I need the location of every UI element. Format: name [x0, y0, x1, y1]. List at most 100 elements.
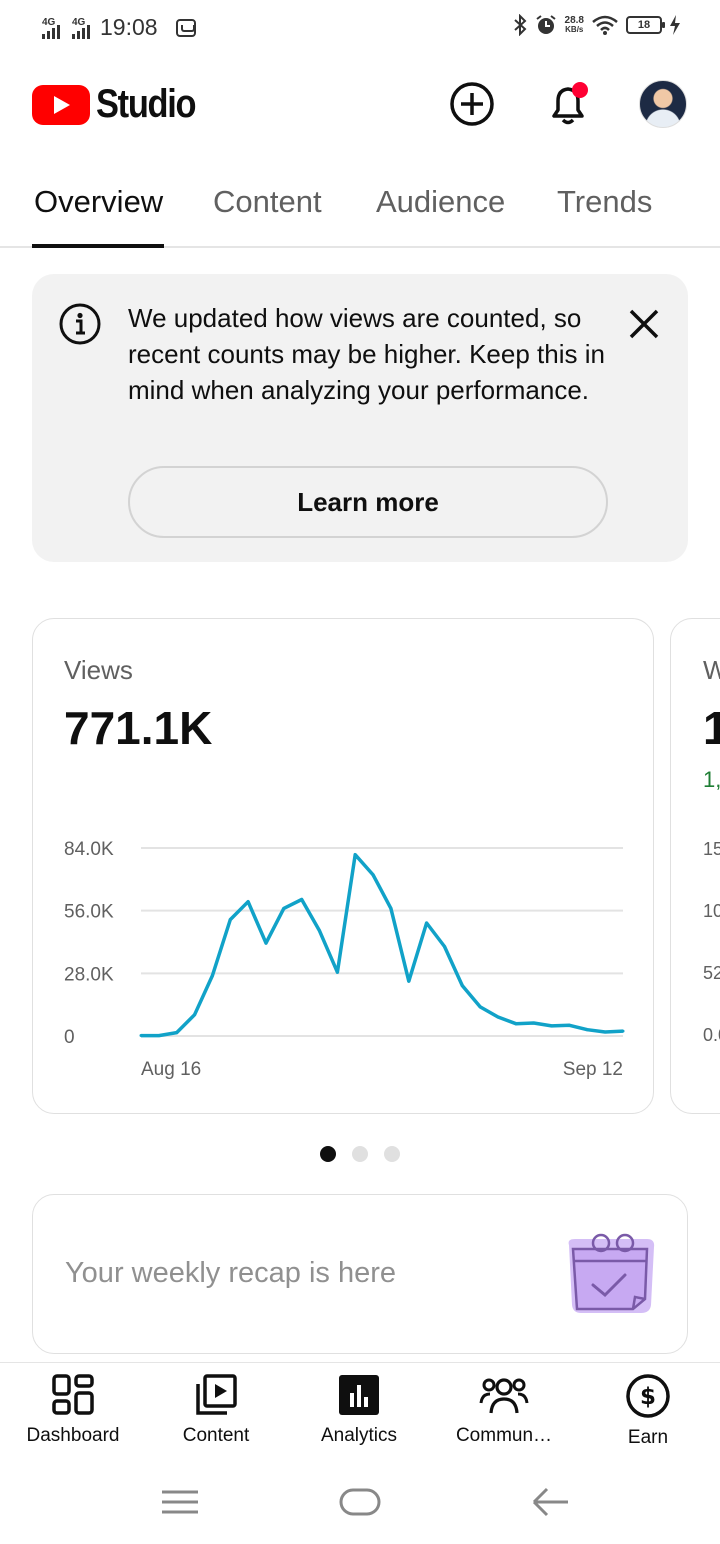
carousel-dot[interactable] — [384, 1146, 400, 1162]
carousel-dot[interactable] — [320, 1146, 336, 1162]
tab-bar: Overview Content Audience Trends — [0, 172, 720, 248]
data-point — [442, 944, 446, 948]
learn-more-button[interactable]: Learn more — [128, 466, 608, 538]
calendar-check-icon — [568, 1233, 655, 1313]
data-point — [532, 1021, 536, 1025]
analytics-icon — [339, 1375, 379, 1415]
message-notification-icon — [175, 18, 196, 37]
back-icon[interactable] — [530, 1482, 570, 1522]
status-bar: 4G 4G 19:08 28.8 KB/s 18 — [0, 0, 720, 58]
x-end-label: Sep 12 — [563, 1059, 623, 1080]
data-point — [282, 906, 286, 910]
nav-community[interactable]: Commun… — [434, 1373, 574, 1447]
data-point — [514, 1022, 518, 1026]
data-point — [353, 853, 357, 857]
community-icon — [479, 1378, 529, 1414]
charging-icon — [670, 15, 680, 35]
data-point — [139, 1034, 143, 1038]
info-icon — [59, 303, 101, 345]
data-point — [264, 941, 268, 945]
data-point — [246, 900, 250, 904]
youtube-studio-logo[interactable]: Studio — [32, 82, 211, 127]
signal-2-icon: 4G — [72, 17, 90, 39]
data-point — [300, 897, 304, 901]
bell-icon — [552, 82, 588, 125]
home-icon[interactable] — [338, 1482, 382, 1522]
data-point — [567, 1023, 571, 1027]
data-point — [460, 984, 464, 988]
data-point — [425, 921, 429, 925]
data-point — [585, 1028, 589, 1032]
next-stat-card[interactable]: W 1 1, 15 10 52 0.0 — [670, 618, 720, 1114]
stat-value: 771.1K — [64, 702, 213, 754]
data-point — [318, 929, 322, 933]
nav-label: Dashboard — [26, 1425, 120, 1446]
nav-label: Earn — [627, 1427, 669, 1448]
notifications-button[interactable] — [542, 78, 594, 130]
recap-text: Your weekly recap is here — [65, 1257, 396, 1289]
y-tick-label: 28.0K — [64, 964, 114, 985]
battery-icon: 18 — [626, 16, 665, 34]
active-tab-indicator — [32, 244, 164, 248]
nav-content[interactable]: Content — [146, 1373, 286, 1447]
app-header: Studio — [0, 72, 720, 138]
y-tick-label: 56.0K — [64, 902, 114, 923]
views-count-notice: We updated how views are counted, so rec… — [32, 274, 688, 562]
bottom-navigation: Dashboard Content Analytics Commun… $ Ea… — [0, 1362, 720, 1458]
data-point — [228, 918, 232, 922]
status-time: 19:08 — [100, 14, 158, 40]
nav-earn[interactable]: $ Earn — [578, 1373, 718, 1449]
close-icon[interactable] — [624, 304, 664, 344]
nav-label: Commun… — [455, 1425, 553, 1446]
svg-text:$: $ — [640, 1384, 656, 1410]
data-point — [210, 974, 214, 978]
data-point — [193, 1013, 197, 1017]
earn-icon: $ — [626, 1374, 670, 1418]
notice-message: We updated how views are counted, so rec… — [128, 303, 605, 405]
data-point — [389, 906, 393, 910]
next-tick-label: 15 — [703, 839, 720, 859]
y-tick-label: 0 — [64, 1027, 75, 1048]
tab-content[interactable]: Content — [213, 184, 322, 219]
next-stat-value: 1 — [703, 701, 720, 755]
dashboard-icon — [52, 1374, 94, 1415]
nav-label: Content — [182, 1425, 250, 1446]
views-line-chart: 84.0K 56.0K 28.0K 0 Aug 16 Sep 12 — [64, 839, 625, 1080]
next-tick-label: 52 — [703, 963, 720, 983]
y-tick-label: 84.0K — [64, 839, 114, 860]
create-button[interactable] — [446, 78, 498, 130]
views-series-line — [141, 852, 624, 1038]
nav-analytics[interactable]: Analytics — [289, 1373, 429, 1447]
data-point — [478, 1005, 482, 1009]
data-point — [496, 1015, 500, 1019]
tab-trends[interactable]: Trends — [557, 184, 653, 219]
nav-dashboard[interactable]: Dashboard — [3, 1373, 143, 1447]
next-stat-delta: 1, — [703, 767, 720, 792]
next-tick-label: 10 — [703, 901, 720, 921]
avatar[interactable] — [639, 80, 687, 128]
signal-1-icon: 4G — [42, 17, 60, 39]
data-point — [603, 1030, 607, 1034]
weekly-recap-card[interactable]: Your weekly recap is here — [32, 1194, 688, 1354]
data-point — [335, 970, 339, 974]
data-point — [175, 1031, 179, 1035]
carousel-dot[interactable] — [352, 1146, 368, 1162]
menu-icon[interactable] — [160, 1482, 200, 1522]
data-point — [550, 1024, 554, 1028]
stat-label: Views — [64, 655, 133, 685]
data-point — [157, 1034, 161, 1038]
tab-audience[interactable]: Audience — [376, 184, 506, 219]
views-stat-card[interactable]: Views 771.1K 84.0K 56.0K 28.0K 0 Aug 16 Sep 1… — [32, 618, 654, 1114]
tab-overview[interactable]: Overview — [34, 184, 164, 219]
wifi-icon — [592, 15, 618, 35]
data-point — [371, 873, 375, 877]
network-speed: 28.8 KB/s — [564, 15, 584, 35]
carousel-indicator — [320, 1146, 400, 1162]
next-stat-label: W — [703, 655, 720, 686]
alarm-icon — [535, 15, 556, 34]
youtube-play-icon — [32, 84, 90, 125]
content-icon — [196, 1374, 237, 1415]
nav-label: Analytics — [320, 1425, 398, 1446]
data-point — [621, 1029, 625, 1033]
logo-text: Studio — [96, 82, 197, 126]
